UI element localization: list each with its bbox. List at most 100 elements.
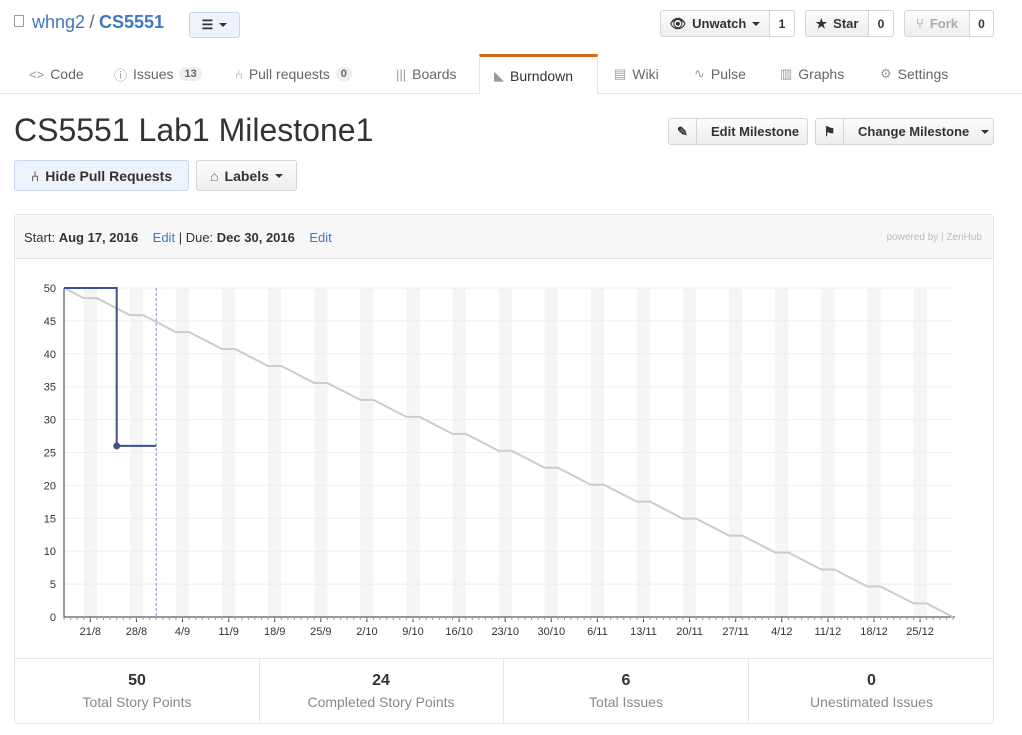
chevron-down-icon bbox=[752, 21, 761, 26]
wiki-icon: ▤ bbox=[614, 66, 627, 81]
tab-label: Pulse bbox=[710, 66, 746, 82]
star-icon: ★ bbox=[815, 15, 828, 31]
repo-owner-link[interactable]: whng2 bbox=[32, 12, 86, 32]
repo-icon bbox=[14, 15, 24, 27]
pencil-icon: ✎ bbox=[669, 119, 697, 144]
x-tick-label: 2/10 bbox=[356, 626, 377, 638]
labels-label: Labels bbox=[224, 167, 269, 184]
burndown-panel bbox=[14, 214, 994, 724]
hide-pull-requests-button[interactable]: ⑃ Hide Pull Requests bbox=[14, 160, 189, 191]
unwatch-button[interactable]: 👁 Unwatch bbox=[660, 10, 770, 37]
milestone-stats: 50 Total Story Points 24 Completed Story… bbox=[15, 658, 993, 724]
stat-unestimated-issues: 0 Unestimated Issues bbox=[749, 659, 994, 724]
y-tick-label: 30 bbox=[44, 415, 56, 427]
x-tick-label: 9/10 bbox=[402, 626, 423, 638]
repo-path: whng2 / CS5551 bbox=[32, 12, 164, 33]
tab-label: Pull requests bbox=[248, 66, 330, 82]
code-icon: <> bbox=[29, 66, 45, 82]
milestone-dates: Start: Aug 17, 2016 Edit | Due: Dec 30, … bbox=[24, 230, 332, 245]
stat-value: 24 bbox=[372, 672, 390, 689]
burndown-panel-header bbox=[15, 215, 993, 259]
tab-settings[interactable]: ⚙ Settings bbox=[880, 54, 948, 94]
actual-burndown-point bbox=[113, 442, 121, 450]
stat-label: Completed Story Points bbox=[307, 694, 455, 710]
x-tick-label: 25/12 bbox=[906, 626, 934, 638]
repo-name-link[interactable]: CS5551 bbox=[98, 12, 165, 32]
milestone-title: CS5551 Lab1 Milestone1 bbox=[14, 112, 374, 148]
x-tick-label: 27/11 bbox=[722, 626, 749, 638]
star-button[interactable]: ★ Star bbox=[805, 10, 869, 37]
fork-label: Fork bbox=[929, 16, 958, 31]
star-count[interactable]: 0 bbox=[869, 10, 894, 37]
pulse-icon: ∿ bbox=[694, 66, 705, 81]
change-milestone-button[interactable]: ⚑ Change Milestone bbox=[815, 118, 994, 145]
edit-due-link[interactable]: Edit bbox=[309, 230, 332, 245]
tab-label: Burndown bbox=[510, 67, 574, 84]
stat-completed-story-points: 24 Completed Story Points bbox=[259, 659, 504, 724]
chevron-down-icon bbox=[219, 23, 228, 27]
powered-by-zenhub: powered by | ZenHub bbox=[886, 232, 982, 243]
tab-issues[interactable]: ⓘ Issues 13 bbox=[114, 54, 202, 94]
star-label: Star bbox=[833, 16, 859, 31]
x-tick-label: 18/12 bbox=[860, 626, 888, 638]
fork-button[interactable]: ⑂ Fork bbox=[904, 10, 970, 37]
x-tick-label: 23/10 bbox=[491, 626, 519, 638]
tab-burndown[interactable]: ◣ Burndown bbox=[479, 54, 598, 95]
start-date: Aug 17, 2016 bbox=[58, 230, 139, 245]
x-tick-label: 18/9 bbox=[264, 626, 285, 638]
issues-count-badge: 13 bbox=[179, 67, 202, 81]
tab-pull-requests[interactable]: ⑃ Pull requests 0 bbox=[235, 54, 352, 94]
stat-value: 0 bbox=[867, 672, 876, 689]
y-tick-label: 0 bbox=[50, 612, 56, 624]
repo-separator: / bbox=[89, 12, 95, 32]
tab-label: Boards bbox=[412, 66, 457, 82]
repo-tabs: <> Code ⓘ Issues 13 ⑃ Pull requests 0 ||… bbox=[0, 54, 1022, 95]
y-tick-label: 5 bbox=[50, 579, 56, 591]
y-tick-label: 35 bbox=[44, 382, 56, 394]
y-tick-label: 40 bbox=[44, 349, 56, 361]
y-tick-label: 20 bbox=[44, 480, 56, 492]
tab-label: Graphs bbox=[798, 66, 845, 82]
x-tick-label: 13/11 bbox=[630, 626, 657, 638]
x-tick-label: 11/9 bbox=[218, 626, 239, 638]
repo-menu-button[interactable]: ☰ bbox=[189, 12, 240, 38]
y-tick-label: 50 bbox=[44, 283, 56, 295]
y-tick-label: 10 bbox=[44, 546, 56, 558]
stat-label: Unestimated Issues bbox=[810, 694, 933, 710]
x-tick-label: 4/9 bbox=[175, 626, 190, 638]
unwatch-label: Unwatch bbox=[692, 16, 747, 31]
eye-icon: 👁 bbox=[669, 15, 687, 31]
x-tick-label: 11/12 bbox=[815, 626, 842, 638]
x-tick-label: 4/12 bbox=[771, 626, 792, 638]
tab-graphs[interactable]: ▥ Graphs bbox=[780, 54, 844, 94]
y-tick-label: 45 bbox=[44, 316, 56, 328]
x-tick-label: 6/11 bbox=[587, 626, 608, 638]
gear-icon: ⚙ bbox=[880, 66, 892, 81]
edit-milestone-label: Edit Milestone bbox=[711, 124, 800, 139]
issue-icon: ⓘ bbox=[114, 67, 128, 83]
start-label: Start: bbox=[24, 230, 56, 245]
stat-label: Total Issues bbox=[589, 694, 663, 710]
stat-total-issues: 6 Total Issues bbox=[504, 659, 749, 724]
tab-boards[interactable]: ||| Boards bbox=[396, 54, 457, 94]
x-tick-label: 30/10 bbox=[538, 626, 566, 638]
ideal-burndown-line bbox=[63, 287, 954, 618]
x-tick-label: 16/10 bbox=[445, 626, 473, 638]
edit-milestone-button[interactable]: ✎ Edit Milestone bbox=[668, 118, 808, 145]
labels-dropdown[interactable]: ⌂ Labels bbox=[196, 160, 297, 191]
x-tick-label: 25/9 bbox=[310, 626, 331, 638]
pr-count-badge: 0 bbox=[335, 67, 352, 81]
fork-count[interactable]: 0 bbox=[970, 10, 994, 37]
y-tick-label: 25 bbox=[44, 448, 56, 460]
y-tick-label: 15 bbox=[44, 513, 56, 525]
watch-count[interactable]: 1 bbox=[770, 10, 795, 37]
change-milestone-label: Change Milestone bbox=[858, 124, 970, 139]
edit-start-link[interactable]: Edit bbox=[152, 230, 176, 245]
tab-label: Issues bbox=[133, 66, 174, 82]
tab-wiki[interactable]: ▤ Wiki bbox=[614, 54, 659, 94]
tab-code[interactable]: <> Code bbox=[29, 54, 84, 94]
tab-label: Settings bbox=[897, 66, 949, 82]
chevron-down-icon bbox=[274, 173, 283, 178]
tab-pulse[interactable]: ∿ Pulse bbox=[694, 54, 746, 94]
x-tick-label: 28/8 bbox=[126, 626, 147, 638]
